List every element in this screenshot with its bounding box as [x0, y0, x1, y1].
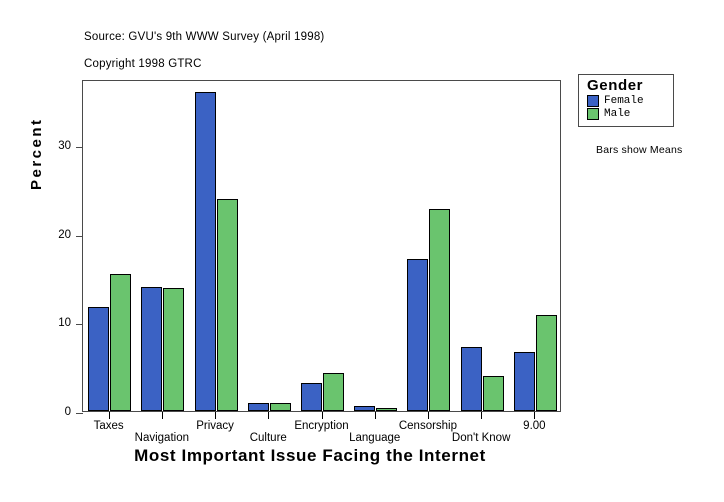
- x-axis-tick: [481, 412, 483, 419]
- bar-female-encryption: [301, 382, 322, 411]
- copyright-note: Copyright 1998 GTRC: [84, 58, 202, 70]
- legend-swatch-male: [587, 108, 599, 120]
- legend-label: Female: [604, 95, 644, 107]
- legend: Gender Female Male: [578, 74, 674, 127]
- y-axis-tick-label: 30: [58, 140, 71, 153]
- bar-male-encryption: [323, 372, 344, 411]
- y-axis-tick-label: 20: [58, 228, 71, 241]
- x-axis-tick-label: Taxes: [93, 420, 124, 432]
- bar-female-don-t-know: [460, 347, 482, 411]
- y-axis-title: Percent: [28, 117, 45, 190]
- plot-area: 0 10 20 30: [58, 80, 561, 418]
- legend-swatch-female: [587, 95, 599, 107]
- y-axis-tick: [76, 413, 83, 414]
- bar-male-9-00: [535, 314, 557, 411]
- legend-item-male[interactable]: Male: [587, 108, 673, 120]
- x-axis-tick-label: Privacy: [196, 420, 234, 432]
- bar-female-9-00: [513, 351, 535, 411]
- bar-male-don-t-know: [482, 376, 504, 411]
- x-axis-tick: [374, 412, 376, 419]
- bar-male-language: [376, 408, 398, 411]
- bar-female-navigation: [141, 287, 163, 411]
- legend-entries: Female Male: [587, 95, 673, 120]
- x-axis-tick: [321, 412, 323, 419]
- plot-inner: 0 10 20 30: [58, 81, 560, 418]
- x-axis-tick-label: Don't Know: [451, 432, 511, 444]
- x-axis-title: Most Important Issue Facing the Internet: [134, 446, 486, 465]
- x-axis-tick-label: Censorship: [398, 420, 458, 432]
- bar-male-censorship: [429, 209, 451, 411]
- x-axis-tick: [215, 412, 217, 419]
- bar-male-taxes: [110, 273, 132, 411]
- y-axis-tick-label: 10: [58, 317, 71, 330]
- bars-show-means-note: Bars show Means: [596, 144, 683, 156]
- legend-label: Male: [604, 108, 631, 120]
- x-axis-tick: [161, 412, 163, 419]
- x-axis-tick-label: Encryption: [294, 420, 349, 432]
- bar-female-culture: [247, 403, 269, 411]
- bar-female-language: [354, 405, 376, 411]
- legend-title: Gender: [587, 77, 644, 94]
- bar-male-culture: [269, 403, 291, 411]
- y-axis-tick: [76, 147, 83, 149]
- x-axis-tick: [268, 412, 270, 419]
- bar-male-privacy: [216, 198, 238, 411]
- legend-item-female[interactable]: Female: [587, 95, 673, 107]
- bar-female-privacy: [194, 92, 216, 411]
- y-axis-tick: [76, 324, 83, 326]
- bar-female-taxes: [88, 306, 110, 411]
- source-note: Source: GVU's 9th WWW Survey (April 1998…: [84, 31, 325, 43]
- x-axis-tick-label: Language: [349, 432, 401, 444]
- x-axis-tick-label: 9.00: [523, 420, 546, 432]
- x-axis-tick-label: Navigation: [134, 432, 189, 444]
- y-axis-tick-label: 0: [64, 406, 71, 418]
- bar-male-navigation: [163, 287, 185, 411]
- x-axis-tick: [427, 412, 429, 419]
- x-axis-tick: [108, 412, 110, 419]
- y-axis-tick: [76, 235, 83, 237]
- x-axis-tick-label: Culture: [249, 432, 287, 444]
- x-axis-tick: [534, 412, 536, 419]
- bar-female-censorship: [407, 258, 429, 411]
